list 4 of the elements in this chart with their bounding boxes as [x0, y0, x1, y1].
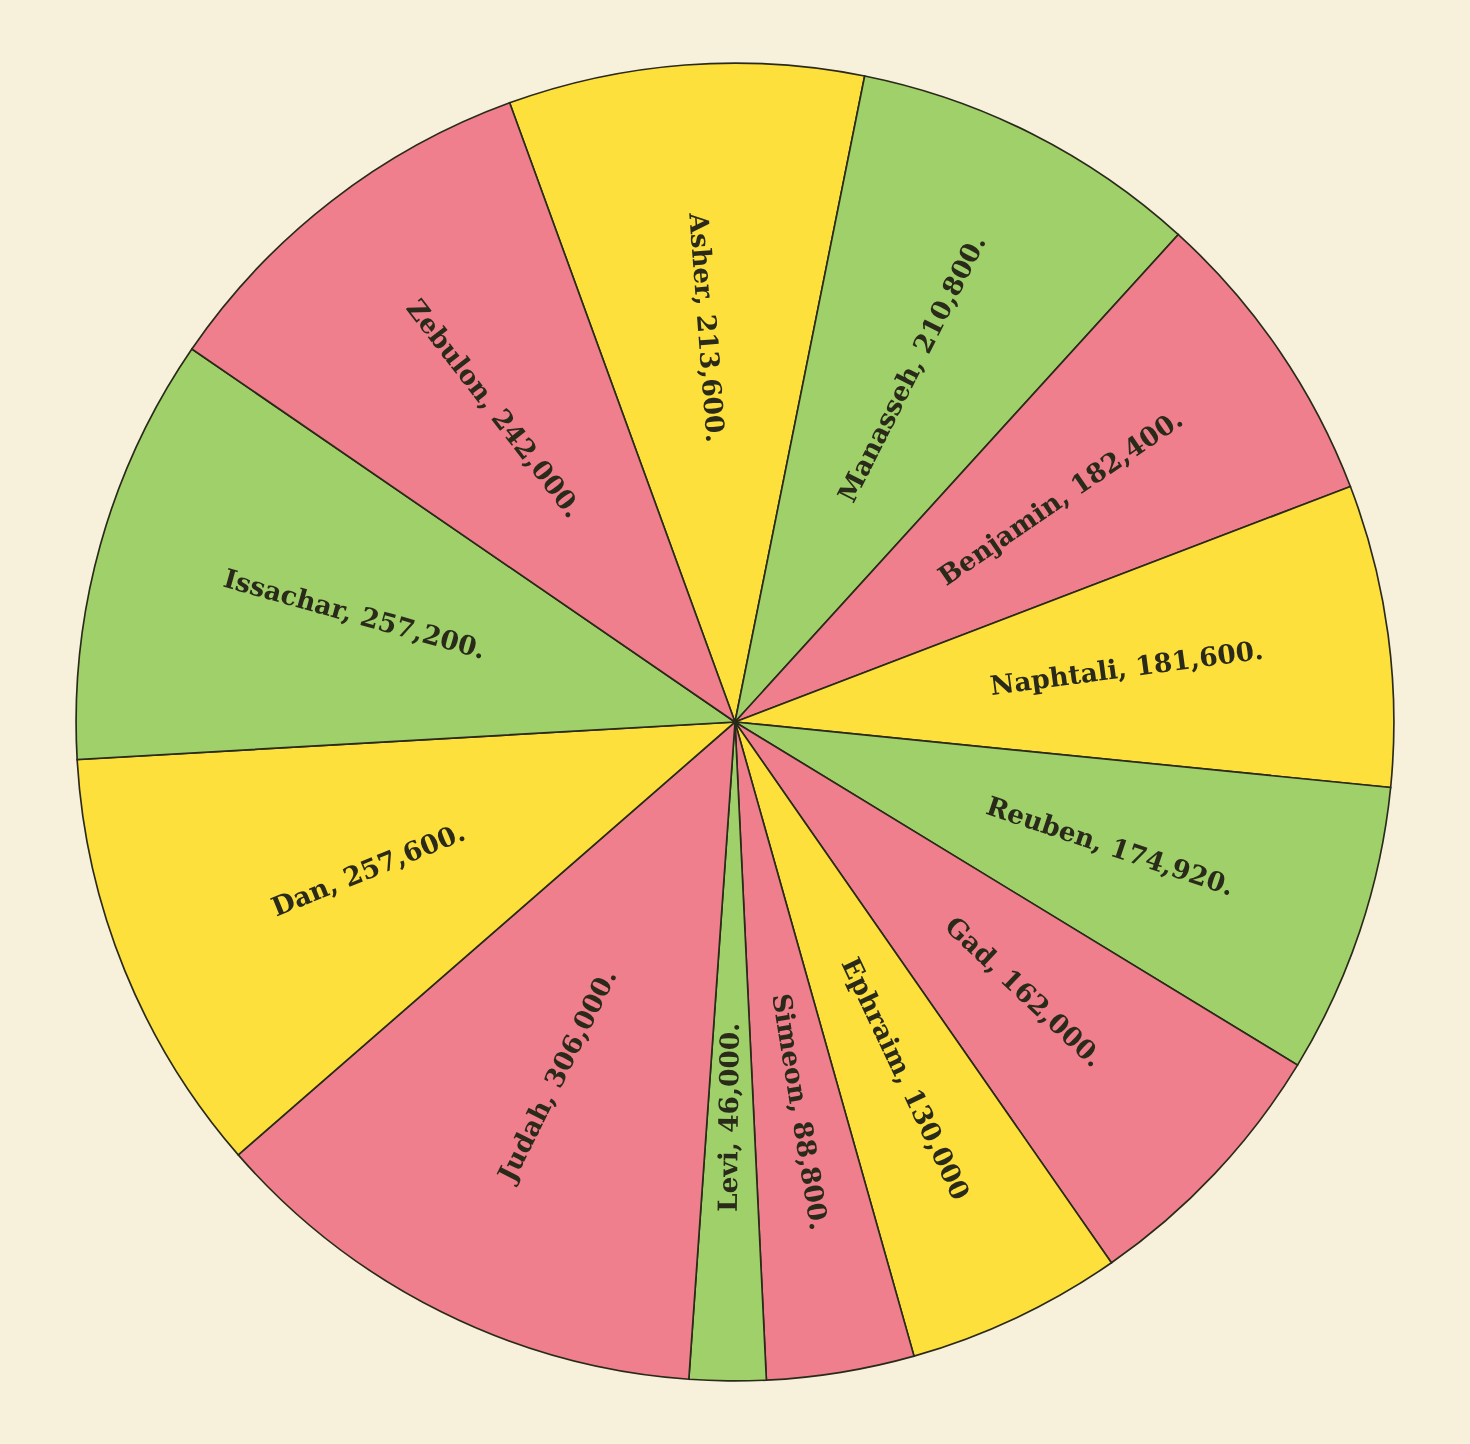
slice-label: Simeon, 88,800.	[768, 993, 831, 1230]
slice-label: Naphtali, 181,600.	[989, 638, 1263, 701]
slice-label: Levi, 46,000.	[716, 1024, 744, 1211]
slice-label: Asher, 213,600.	[684, 211, 727, 442]
